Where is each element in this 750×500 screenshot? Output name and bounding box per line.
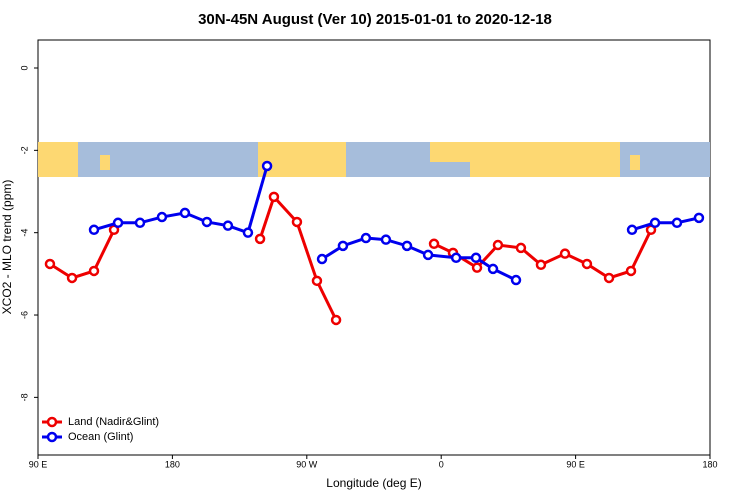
data-point	[470, 252, 482, 264]
x-tick-label: 180	[702, 459, 717, 469]
data-point	[330, 314, 342, 326]
x-tick-label: 180	[165, 459, 180, 469]
data-point	[471, 262, 483, 273]
data-point	[360, 232, 372, 244]
y-tick-label: -8	[19, 393, 29, 401]
data-point	[201, 216, 213, 228]
y-tick-label: -6	[19, 311, 29, 319]
x-tick-label: 90 E	[29, 459, 48, 469]
map-land	[430, 142, 470, 162]
data-point	[254, 233, 266, 245]
data-point	[510, 274, 522, 286]
x-tick-label: 90 E	[566, 459, 585, 469]
data-point	[649, 217, 661, 229]
series-line	[49, 193, 653, 321]
series-line	[93, 165, 700, 282]
map-land	[470, 142, 620, 177]
data-point	[380, 234, 392, 245]
legend-marker	[46, 416, 58, 428]
data-point	[242, 227, 254, 238]
y-tick-label: 0	[19, 65, 29, 70]
data-point	[66, 272, 78, 284]
data-point	[311, 275, 323, 287]
data-point	[261, 160, 273, 172]
data-point	[693, 212, 705, 224]
data-point	[625, 265, 637, 277]
map-land	[258, 142, 346, 177]
data-point	[492, 239, 504, 251]
legend-label: Ocean (Glint)	[68, 431, 133, 443]
data-point	[515, 242, 527, 254]
data-point	[134, 217, 146, 229]
data-point	[581, 258, 593, 270]
data-point	[487, 263, 499, 275]
data-point	[337, 240, 349, 252]
data-point	[428, 238, 440, 250]
data-point	[671, 217, 683, 229]
data-point	[291, 216, 303, 228]
map-land	[100, 155, 110, 170]
data-point	[222, 220, 234, 231]
chart-title: 30N-45N August (Ver 10) 2015-01-01 to 20…	[198, 11, 552, 28]
data-point	[179, 207, 191, 219]
y-tick-label: -2	[19, 146, 29, 154]
data-point	[88, 265, 100, 277]
y-tick-label: -4	[19, 229, 29, 237]
data-point	[156, 211, 168, 223]
data-point	[88, 224, 100, 236]
data-point	[626, 224, 638, 236]
data-point	[422, 249, 434, 261]
data-point	[112, 217, 124, 229]
x-tick-label: 0	[439, 459, 444, 469]
map-land	[38, 142, 78, 177]
x-axis-label: Longitude (deg E)	[326, 476, 421, 490]
world-map-strip	[38, 142, 710, 177]
map-land	[630, 155, 640, 170]
legend-marker	[46, 431, 58, 443]
legend-label: Land (Nadir&Glint)	[68, 416, 159, 428]
plot-frame	[37, 39, 711, 456]
data-point	[450, 252, 462, 264]
data-point	[535, 259, 547, 271]
y-axis-label: XCO2 - MLO trend (ppm)	[0, 180, 14, 315]
data-point	[44, 258, 56, 270]
data-point	[559, 248, 571, 259]
data-point	[603, 272, 615, 284]
data-point	[401, 240, 413, 252]
data-point	[268, 191, 280, 203]
x-tick-label: 90 W	[296, 459, 318, 469]
data-point	[316, 253, 328, 265]
